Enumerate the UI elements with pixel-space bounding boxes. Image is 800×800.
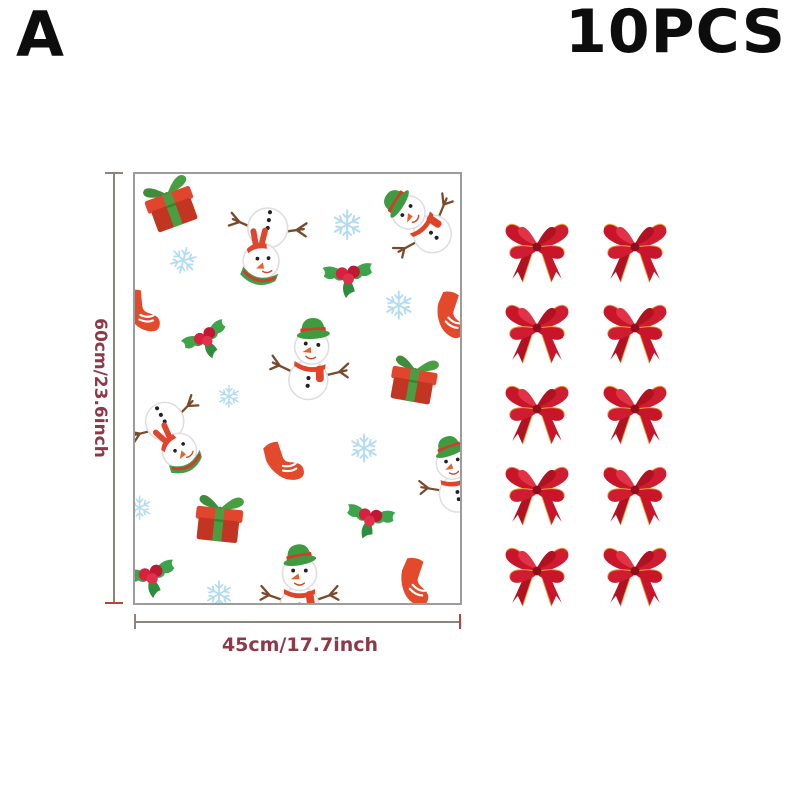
width-dimension-tick-right xyxy=(459,614,461,629)
height-dimension-line xyxy=(113,172,115,604)
snowflake-icon xyxy=(205,580,233,603)
snowflake-icon xyxy=(166,243,201,278)
pull-bow-icon xyxy=(488,530,586,611)
pull-bow-icon xyxy=(586,449,684,530)
holly-icon xyxy=(322,262,375,301)
snowflake-icon xyxy=(384,290,414,320)
pattern-canvas xyxy=(135,174,460,603)
snowflake-icon xyxy=(135,495,152,520)
snowman-icon xyxy=(266,310,355,405)
snowman-icon xyxy=(410,426,460,520)
snowflake-icon xyxy=(331,209,363,240)
pull-bow-icon xyxy=(488,449,586,530)
pull-bow-icon xyxy=(586,206,684,287)
bows-grid xyxy=(488,206,684,611)
stocking-icon xyxy=(135,284,163,337)
snowman-icon xyxy=(359,174,460,276)
holly-icon xyxy=(180,318,237,368)
holly-icon xyxy=(135,558,182,603)
height-dimension-label: 60cm/23.6inch xyxy=(90,318,110,458)
snowman-icon xyxy=(219,201,311,292)
stocking-icon xyxy=(259,433,308,490)
gift-icon xyxy=(387,353,441,406)
gift-icon xyxy=(193,493,245,544)
pull-bow-icon xyxy=(586,368,684,449)
holly-icon xyxy=(342,503,396,544)
variant-label: A xyxy=(16,0,64,71)
stocking-icon xyxy=(430,288,460,341)
height-dimension-tick-top xyxy=(105,172,123,174)
height-dimension-tick-bottom xyxy=(105,602,123,604)
width-dimension-tick-left xyxy=(134,614,136,629)
snowflake-icon xyxy=(349,433,379,463)
width-dimension-label: 45cm/17.7inch xyxy=(221,634,379,656)
pull-bow-icon xyxy=(488,368,586,449)
pull-bow-icon xyxy=(586,287,684,368)
pull-bow-icon xyxy=(488,287,586,368)
snowman-icon xyxy=(135,384,226,490)
width-dimension-line xyxy=(134,621,461,623)
gift-icon xyxy=(139,174,201,234)
pull-bow-icon xyxy=(586,530,684,611)
quantity-label: 10PCS xyxy=(565,0,786,67)
wrapping-paper-sheet xyxy=(133,172,462,605)
pull-bow-icon xyxy=(488,206,586,287)
stocking-icon xyxy=(394,554,438,603)
snowflake-icon xyxy=(217,384,241,408)
snowman-icon xyxy=(259,540,340,603)
